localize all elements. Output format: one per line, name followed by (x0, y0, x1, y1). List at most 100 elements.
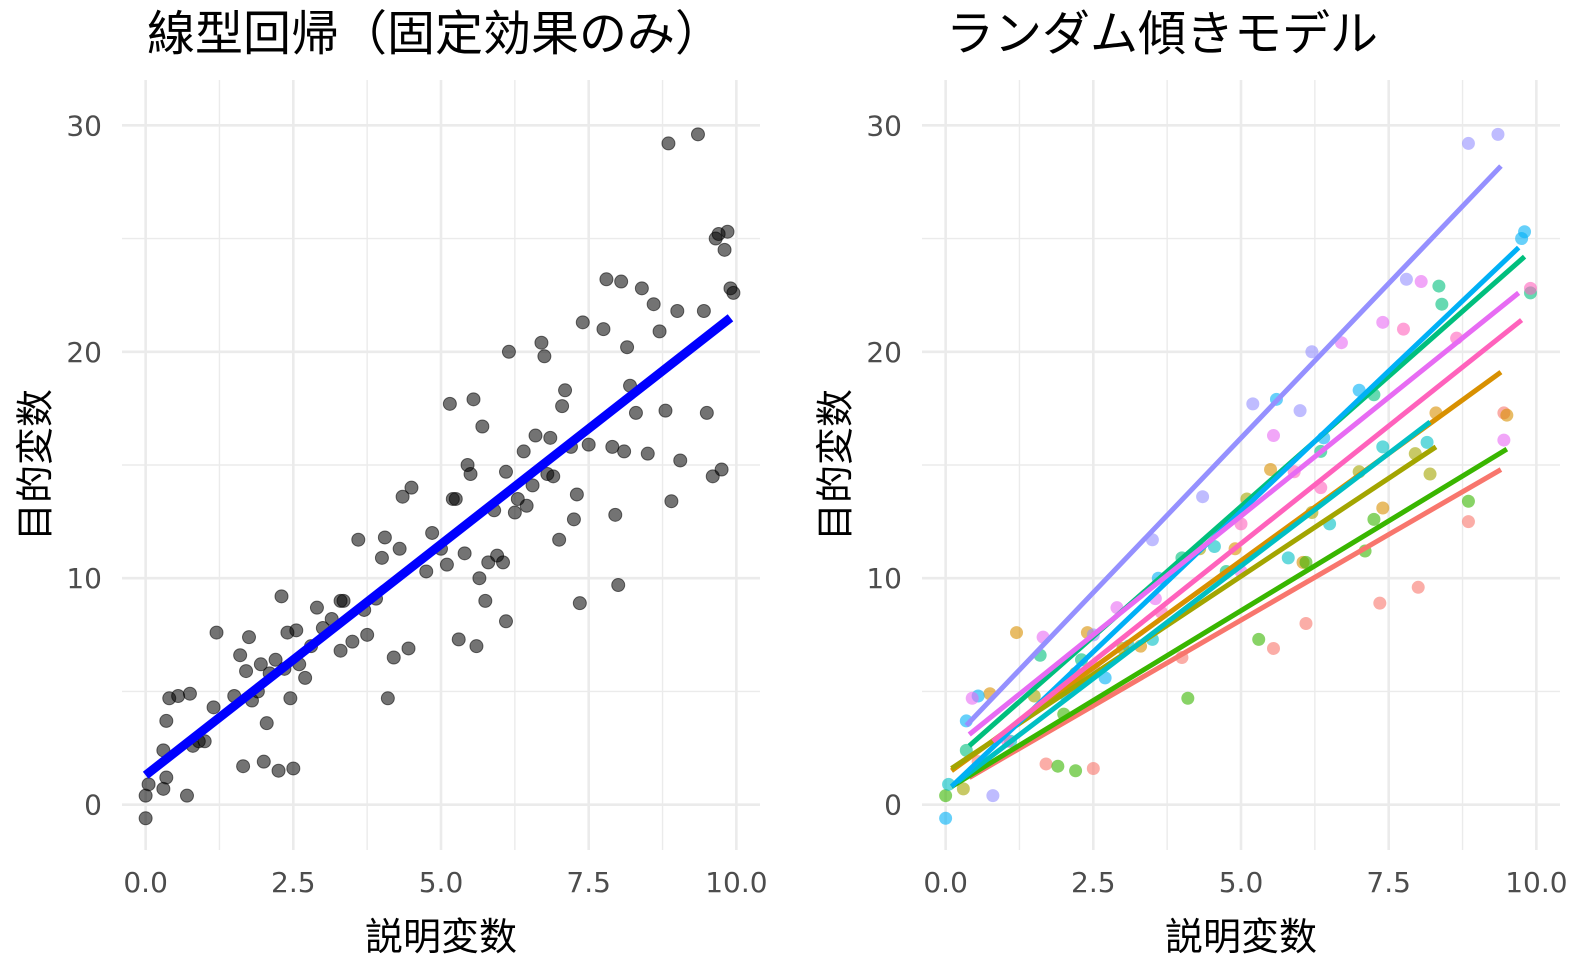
data-point (614, 274, 629, 289)
data-point (141, 777, 156, 792)
group-data-point (1181, 691, 1195, 705)
group-fit-line (967, 254, 1527, 748)
data-point (374, 550, 389, 565)
data-point (537, 349, 552, 364)
group-data-point (1266, 641, 1280, 655)
data-point (581, 437, 596, 452)
group-data-point (1518, 225, 1532, 239)
data-point (451, 632, 466, 647)
x-axis-title: 説明変数 (1165, 915, 1317, 959)
data-point (469, 639, 484, 654)
y-tick-label: 20 (866, 336, 902, 369)
data-point (345, 634, 360, 649)
data-point (360, 627, 375, 642)
group-data-point (1373, 596, 1387, 610)
x-tick-label: 7.5 (566, 866, 611, 899)
data-point (351, 532, 366, 547)
data-point (714, 462, 729, 477)
data-point (475, 419, 490, 434)
data-point (286, 761, 301, 776)
x-tick-label: 0.0 (123, 866, 168, 899)
group-fit-line (964, 164, 1503, 728)
data-point (386, 650, 401, 665)
data-point (617, 444, 632, 459)
group-data-point (1281, 551, 1295, 565)
data-point (552, 532, 567, 547)
data-point (720, 224, 735, 239)
y-tick-label: 0 (84, 789, 102, 822)
group-data-point (939, 811, 953, 825)
group-fit-line (991, 318, 1524, 744)
y-tick-label: 10 (866, 562, 902, 595)
data-point (333, 643, 348, 658)
data-point (283, 691, 298, 706)
group-data-point (942, 777, 956, 791)
y-axis-title: 目的変数 (814, 389, 858, 541)
data-point (661, 136, 676, 151)
data-point (664, 494, 679, 509)
y-tick-label: 0 (884, 789, 902, 822)
data-point (525, 478, 540, 493)
group-data-point (1423, 467, 1437, 481)
group-data-point (1051, 759, 1065, 773)
group-data-point (1491, 127, 1505, 141)
data-point (392, 541, 407, 556)
y-tick-label: 30 (866, 109, 902, 142)
chart-title: ランダム傾きモデル (946, 6, 1378, 62)
data-point (442, 396, 457, 411)
y-tick-label: 10 (66, 562, 102, 595)
group-fit-line (955, 419, 1432, 785)
group-data-point (1196, 490, 1210, 504)
data-point (534, 335, 549, 350)
data-point (572, 596, 587, 611)
data-point (182, 686, 197, 701)
group-data-point (1461, 515, 1475, 529)
group-data-point (1376, 315, 1390, 329)
group-data-point (1376, 440, 1390, 454)
data-point (555, 399, 570, 414)
y-tick-label: 20 (66, 336, 102, 369)
group-fit-line (950, 444, 1438, 771)
data-point (236, 759, 251, 774)
group-data-point (1411, 580, 1425, 594)
data-point (640, 446, 655, 461)
data-point (717, 242, 732, 257)
x-tick-label: 2.5 (1071, 866, 1116, 899)
data-point (608, 507, 623, 522)
group-data-point (939, 789, 953, 803)
group-data-point (1435, 297, 1449, 311)
data-point (159, 770, 174, 785)
data-point (298, 670, 313, 685)
data-point (259, 716, 274, 731)
data-point (628, 405, 643, 420)
data-point (558, 383, 573, 398)
data-point (256, 754, 271, 769)
data-point (596, 322, 611, 337)
data-point (463, 467, 478, 482)
data-point (726, 285, 741, 300)
group-data-point (1420, 435, 1434, 449)
x-axis-title: 説明変数 (365, 915, 517, 959)
x-tick-label: 2.5 (271, 866, 316, 899)
group-data-point (1299, 555, 1313, 569)
data-point (206, 700, 221, 715)
data-point (543, 430, 558, 445)
group-data-point (956, 782, 970, 796)
data-point (271, 763, 286, 778)
data-point (690, 127, 705, 142)
data-point (605, 439, 620, 454)
group-data-point (1010, 626, 1024, 640)
x-tick-label: 10.0 (1505, 866, 1567, 899)
group-data-point (1246, 397, 1260, 411)
group-data-point (1207, 540, 1221, 554)
group-data-point (1399, 272, 1413, 286)
data-point (377, 530, 392, 545)
data-point (519, 498, 534, 513)
chart-title: 線型回帰（固定効果のみ） (147, 6, 723, 62)
data-point (242, 630, 257, 645)
data-point (179, 788, 194, 803)
group-data-point (965, 691, 979, 705)
group-data-point (1414, 275, 1428, 289)
